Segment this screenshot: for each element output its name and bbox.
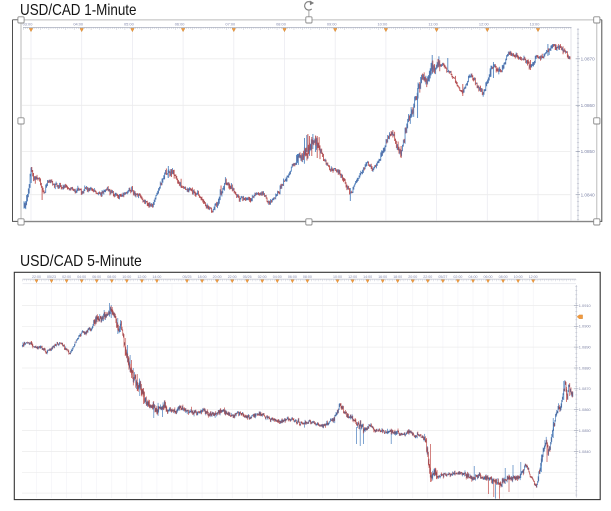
svg-text:1.0900: 1.0900 xyxy=(579,324,592,329)
svg-text:1.0860: 1.0860 xyxy=(579,407,592,412)
svg-text:1.0870: 1.0870 xyxy=(579,386,592,391)
svg-text:04:00: 04:00 xyxy=(273,275,282,279)
svg-text:05/27: 05/27 xyxy=(438,275,447,279)
svg-text:04:00: 04:00 xyxy=(469,275,478,279)
svg-text:12:00: 12:00 xyxy=(348,275,357,279)
svg-text:1.0870: 1.0870 xyxy=(581,57,595,62)
svg-text:10:00: 10:00 xyxy=(122,275,131,279)
svg-text:07:00: 07:00 xyxy=(225,21,236,26)
svg-text:08:00: 08:00 xyxy=(107,275,116,279)
svg-text:12:00: 12:00 xyxy=(529,275,538,279)
svg-text:05:00: 05:00 xyxy=(124,21,135,26)
svg-text:20:00: 20:00 xyxy=(408,275,417,279)
svg-text:1.0850: 1.0850 xyxy=(581,149,595,154)
svg-text:1.0850: 1.0850 xyxy=(579,428,592,433)
svg-text:13:00: 13:00 xyxy=(530,21,541,26)
svg-text:20:00: 20:00 xyxy=(213,275,222,279)
svg-text:10:00: 10:00 xyxy=(378,21,389,26)
svg-text:04:00: 04:00 xyxy=(73,21,84,26)
svg-text:05/25: 05/25 xyxy=(183,275,192,279)
svg-text:02:00: 02:00 xyxy=(258,275,267,279)
svg-text:08:00: 08:00 xyxy=(276,21,287,26)
svg-text:11:00: 11:00 xyxy=(428,21,438,26)
svg-text:05/26: 05/26 xyxy=(243,275,252,279)
svg-text:1.0910: 1.0910 xyxy=(579,303,592,308)
svg-text:14:00: 14:00 xyxy=(363,275,372,279)
svg-text:03:00: 03:00 xyxy=(23,21,34,26)
svg-text:22:00: 22:00 xyxy=(228,275,237,279)
svg-text:22:00: 22:00 xyxy=(32,275,41,279)
svg-text:16:00: 16:00 xyxy=(378,275,387,279)
svg-text:09:00: 09:00 xyxy=(327,21,338,26)
svg-text:02:00: 02:00 xyxy=(62,275,71,279)
svg-text:18:00: 18:00 xyxy=(198,275,207,279)
svg-text:18:00: 18:00 xyxy=(393,275,402,279)
svg-text:02:00: 02:00 xyxy=(453,275,462,279)
svg-text:14:00: 14:00 xyxy=(152,275,161,279)
svg-text:04:00: 04:00 xyxy=(77,275,86,279)
svg-text:08:00: 08:00 xyxy=(499,275,508,279)
svg-text:22:00: 22:00 xyxy=(423,275,432,279)
svg-text:10:00: 10:00 xyxy=(514,275,523,279)
svg-text:1.0840: 1.0840 xyxy=(581,192,595,197)
svg-text:12:00: 12:00 xyxy=(479,21,490,26)
svg-text:06:00: 06:00 xyxy=(175,21,186,26)
svg-text:1.0840: 1.0840 xyxy=(579,449,592,454)
svg-text:06:00: 06:00 xyxy=(92,275,101,279)
svg-text:1.0860: 1.0860 xyxy=(581,103,595,108)
svg-text:05/23: 05/23 xyxy=(47,275,56,279)
svg-text:1.0880: 1.0880 xyxy=(579,365,592,370)
svg-text:12:00: 12:00 xyxy=(137,275,146,279)
svg-text:1.0890: 1.0890 xyxy=(579,345,592,350)
svg-text:08:00: 08:00 xyxy=(303,275,312,279)
svg-text:10:00: 10:00 xyxy=(333,275,342,279)
svg-text:06:00: 06:00 xyxy=(288,275,297,279)
svg-text:06:00: 06:00 xyxy=(484,275,493,279)
